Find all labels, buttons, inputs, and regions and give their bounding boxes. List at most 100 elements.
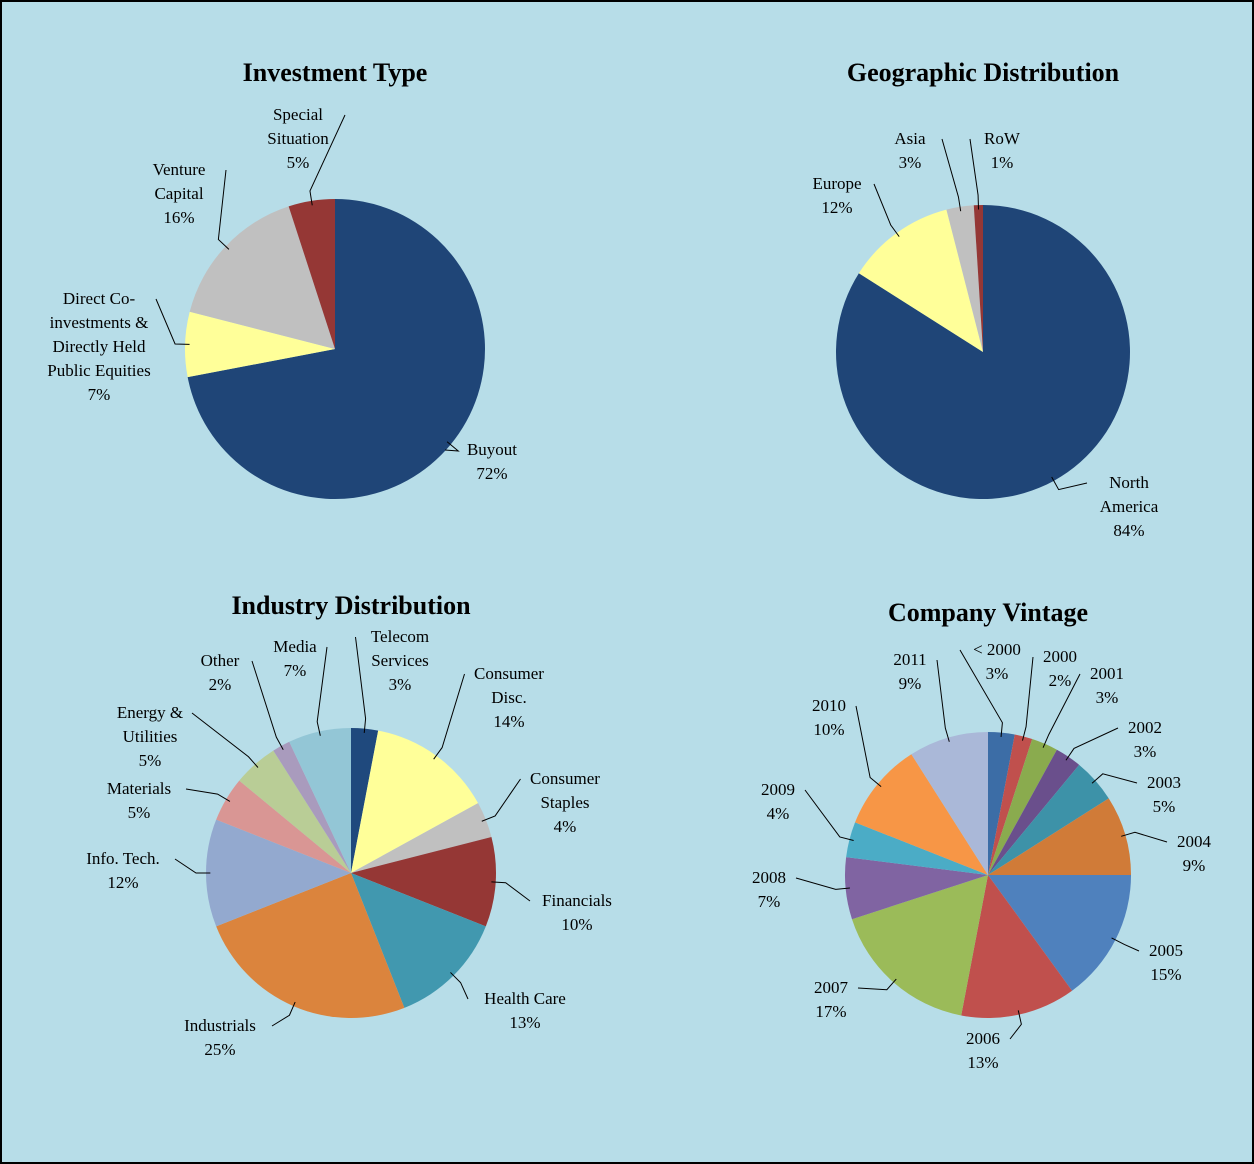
leader-line — [855, 705, 882, 787]
pie-slice — [855, 754, 988, 875]
category-label: Venture Capital — [152, 160, 206, 203]
pie-slice — [273, 741, 351, 873]
leader-line — [355, 636, 367, 734]
category-label: Consumer Staples — [530, 769, 600, 812]
leader-line — [873, 183, 900, 237]
chart-title: Company Vintage — [888, 598, 1088, 627]
leader-line — [444, 441, 460, 452]
slice-label: Consumer Staples 4% — [523, 767, 608, 839]
value-label: 9% — [1182, 856, 1206, 875]
category-label: 2001 — [1090, 664, 1124, 683]
slice-label: 2002 3% — [1120, 716, 1170, 764]
chart-title: Industry Distribution — [231, 591, 471, 620]
pie-slice — [239, 750, 351, 873]
category-label: Asia — [894, 129, 926, 148]
value-label: 1% — [990, 153, 1014, 172]
category-label: Europe — [812, 174, 862, 193]
category-label: 2011 — [893, 650, 927, 669]
pie-slice — [961, 875, 1073, 1018]
category-label: RoW — [984, 129, 1020, 148]
category-label: 2003 — [1147, 773, 1181, 792]
value-label: 4% — [553, 817, 577, 836]
pie-slice — [289, 728, 351, 873]
slice-label: < 2000 3% — [962, 638, 1032, 686]
category-label: 2009 — [761, 780, 795, 799]
leader-line — [316, 646, 328, 736]
category-label: Buyout — [466, 440, 518, 459]
pie-slice — [288, 199, 335, 349]
leader-line — [804, 789, 854, 841]
value-label: 2% — [208, 675, 232, 694]
leader-line — [1022, 656, 1034, 741]
value-label: 3% — [1095, 688, 1119, 707]
value-label: 3% — [898, 153, 922, 172]
slice-label: Media 7% — [265, 635, 325, 683]
slice-label: 2001 3% — [1082, 662, 1132, 710]
category-label: 2006 — [966, 1029, 1000, 1048]
slice-label: North America 84% — [1089, 471, 1169, 543]
pie-slice — [206, 819, 351, 927]
leader-line — [217, 169, 230, 250]
pie-slice — [973, 205, 983, 352]
value-label: 7% — [283, 661, 307, 680]
category-label: 2010 — [812, 696, 846, 715]
leader-line — [795, 877, 850, 890]
category-label: 2007 — [814, 978, 848, 997]
leader-line — [155, 298, 190, 345]
category-label: Financials — [542, 891, 612, 910]
slice-label: RoW 1% — [972, 127, 1032, 175]
slice-label: Consumer Disc. 14% — [467, 662, 552, 734]
slice-label: Special Situation 5% — [253, 103, 343, 175]
slice-label: Info. Tech. 12% — [73, 847, 173, 895]
category-label: North America — [1099, 473, 1159, 516]
slice-label: Energy & Utilities 5% — [110, 701, 190, 773]
pie-slice — [946, 205, 983, 352]
slice-label: Asia 3% — [880, 127, 940, 175]
slice-label: Industrials 25% — [170, 1014, 270, 1062]
slice-label: Materials 5% — [94, 777, 184, 825]
value-label: 84% — [1113, 521, 1145, 540]
value-label: 3% — [985, 664, 1009, 683]
pie-slice — [189, 206, 335, 349]
category-label: Other — [200, 651, 240, 670]
slice-label: 2004 9% — [1169, 830, 1219, 878]
slice-label: 2008 7% — [744, 866, 794, 914]
category-label: 2002 — [1128, 718, 1162, 737]
leader-line — [491, 881, 531, 902]
value-label: 7% — [757, 892, 781, 911]
leader-line — [251, 660, 284, 750]
pie-slice — [988, 734, 1033, 875]
slice-label: Health Care 13% — [470, 987, 580, 1035]
value-label: 3% — [1133, 742, 1157, 761]
value-label: 12% — [821, 198, 853, 217]
pie-slice — [988, 738, 1057, 875]
pie-slice — [858, 209, 983, 352]
leader-line — [936, 659, 950, 742]
leader-line — [857, 978, 897, 991]
value-label: 9% — [898, 674, 922, 693]
pie-slice — [351, 730, 479, 873]
category-label: 2008 — [752, 868, 786, 887]
value-label: 25% — [204, 1040, 236, 1059]
leader-line — [174, 858, 211, 874]
slice-label: 2000 2% — [1035, 645, 1085, 693]
slice-label: Europe 12% — [802, 172, 872, 220]
category-label: 2004 — [1177, 832, 1211, 851]
slice-label: 2009 4% — [753, 778, 803, 826]
value-label: 72% — [476, 464, 508, 483]
leader-line — [1111, 937, 1140, 952]
pie-slice — [845, 857, 988, 920]
value-label: 12% — [107, 873, 139, 892]
slice-label: Direct Co-investments & Directly Held Pu… — [44, 287, 154, 407]
leader-line — [271, 1001, 296, 1027]
leader-line — [309, 114, 346, 206]
leader-line — [191, 712, 259, 768]
value-label: 10% — [561, 915, 593, 934]
category-label: 2005 — [1149, 941, 1183, 960]
category-label: Consumer Disc. — [474, 664, 544, 707]
pie-slice — [846, 822, 988, 875]
slice-label: Buyout 72% — [447, 438, 537, 486]
slice-label: 2003 5% — [1139, 771, 1189, 819]
value-label: 17% — [815, 1002, 847, 1021]
pie-slice — [988, 875, 1131, 991]
